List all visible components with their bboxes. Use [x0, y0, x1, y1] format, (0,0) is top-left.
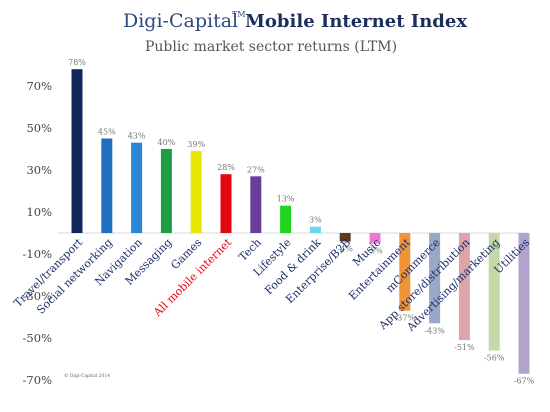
y-tick-label: -50% [23, 331, 53, 345]
value-label-group: 78% 45% 43% 40% 39% 28% 27% 13% 3% -4% -5% -37% -43%… [68, 58, 535, 386]
bar [220, 174, 232, 233]
chart-header: Digi-Capital TM Mobile Internet Index Pu… [123, 10, 467, 55]
bar [309, 226, 321, 233]
y-axis: 70% 50% 30% 10% -10% -30% -50% -70% [23, 79, 53, 387]
data-label: 45% [98, 128, 116, 137]
data-label: 28% [217, 163, 235, 172]
bar [131, 142, 143, 233]
bar [458, 233, 470, 341]
brand-name: Digi-Capital [123, 10, 238, 32]
bar [518, 233, 530, 374]
y-tick-label: 50% [26, 121, 52, 135]
y-tick-label: 70% [26, 79, 52, 93]
data-label: 27% [247, 165, 265, 174]
y-tick-label: -10% [23, 247, 53, 261]
bar [101, 138, 113, 233]
data-label: -43% [424, 326, 445, 335]
bar [399, 233, 411, 311]
data-label: -56% [484, 354, 505, 363]
data-label: -4% [337, 244, 353, 253]
data-label: -67% [514, 377, 535, 386]
data-label: 78% [68, 58, 86, 67]
y-tick-label: 30% [26, 163, 52, 177]
bar [488, 233, 500, 351]
trademark-mark: TM [232, 10, 246, 19]
bar [190, 151, 202, 233]
data-label: 13% [277, 195, 295, 204]
data-label: -37% [395, 314, 416, 323]
bar-group [71, 69, 530, 374]
y-tick-label: -30% [23, 289, 53, 303]
data-label: 39% [187, 140, 205, 149]
y-tick-label: 10% [26, 205, 52, 219]
bar [429, 233, 441, 324]
data-label: -5% [367, 247, 383, 256]
bar [250, 176, 262, 233]
chart-title: Mobile Internet Index [245, 11, 467, 32]
chart-subtitle: Public market sector returns (LTM) [145, 39, 397, 55]
bar [339, 233, 351, 242]
copyright-note: © Digi-Capital 2014 [64, 372, 110, 379]
bar [280, 205, 292, 233]
data-label: 40% [158, 138, 176, 147]
y-tick-label: -70% [23, 373, 53, 387]
data-label: 3% [309, 216, 322, 225]
bar [71, 69, 83, 233]
data-label: 43% [128, 132, 146, 141]
bar [160, 149, 172, 233]
data-label: -51% [454, 343, 475, 352]
bar [369, 233, 381, 244]
